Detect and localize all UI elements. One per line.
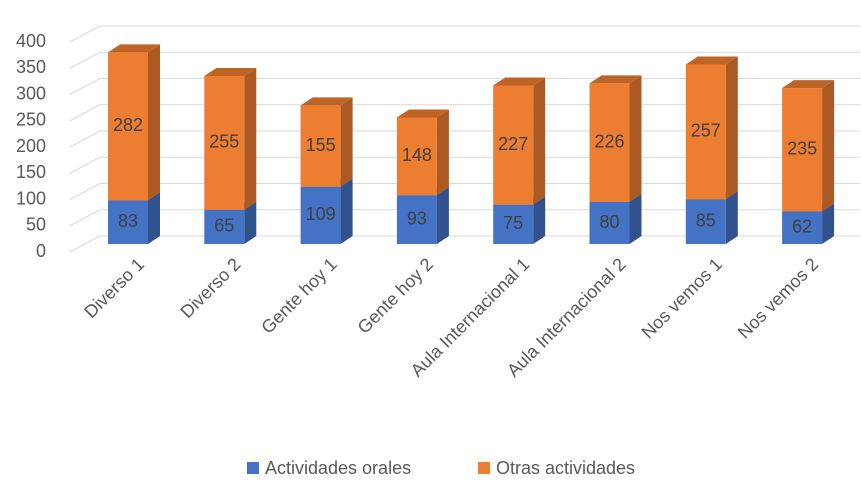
- bar-top: [782, 80, 835, 89]
- bar-segment: [589, 75, 642, 202]
- bar-front: [108, 52, 148, 201]
- bar-segment: [782, 80, 835, 212]
- y-tick-label: 400: [16, 31, 46, 51]
- bar-front: [685, 199, 726, 244]
- x-tick-label: Diverso 1: [80, 254, 148, 322]
- legend-label: Otras actividades: [496, 458, 635, 478]
- bar-front: [300, 105, 341, 187]
- bar-side: [629, 194, 642, 244]
- data-label: 148: [402, 145, 432, 165]
- data-label: 80: [599, 212, 619, 232]
- bar-front: [685, 64, 726, 200]
- bar-side: [725, 191, 738, 244]
- bar-top: [589, 75, 642, 84]
- data-label: 65: [214, 216, 234, 236]
- y-tick-label: 100: [16, 188, 46, 208]
- legend-swatch: [478, 462, 490, 474]
- x-tick-label: Diverso 2: [177, 254, 245, 322]
- x-tick-label: Gente hoy 1: [257, 254, 340, 337]
- bar-front: [589, 202, 630, 244]
- bar-segment: [204, 68, 257, 210]
- bar-front: [493, 85, 534, 205]
- bar-side: [725, 56, 738, 200]
- bar-front: [782, 88, 823, 212]
- x-tick-label: Nos vemos 1: [638, 254, 726, 342]
- x-tick-label: Nos vemos 2: [734, 254, 822, 342]
- bar-side: [244, 68, 257, 210]
- bar-segment: [493, 77, 546, 205]
- bar-front: [204, 76, 245, 210]
- bar-front: [204, 209, 245, 244]
- data-label: 85: [696, 210, 716, 230]
- data-label: 235: [787, 139, 817, 159]
- bar-top: [493, 77, 546, 86]
- legend-label: Actividades orales: [265, 458, 411, 478]
- grid-line: [69, 209, 860, 227]
- bar-top: [204, 68, 257, 76]
- y-tick-label: 200: [16, 136, 46, 156]
- y-tick-label: 250: [16, 110, 46, 130]
- bar-segment: [108, 44, 160, 201]
- bar-side: [340, 178, 353, 244]
- grid-line: [69, 183, 860, 200]
- data-label: 83: [118, 211, 138, 231]
- bar-segment: [396, 109, 449, 196]
- grid-line: [69, 104, 860, 122]
- bar-top: [396, 109, 449, 118]
- legend-swatch: [247, 462, 259, 474]
- bar-side: [533, 196, 546, 244]
- grid-line: [69, 51, 860, 69]
- data-label: 227: [498, 134, 528, 154]
- bar-side: [148, 192, 160, 244]
- data-label: 75: [503, 213, 523, 233]
- bar-front: [396, 195, 437, 244]
- bar-side: [436, 109, 449, 196]
- y-tick-label: 350: [16, 57, 46, 77]
- grid-line: [69, 156, 860, 174]
- bar-side: [822, 80, 835, 212]
- data-label: 93: [407, 208, 427, 228]
- y-tick-label: 0: [36, 241, 46, 261]
- bar-front: [589, 83, 630, 202]
- bar-front: [782, 211, 823, 244]
- grid-line: [69, 78, 860, 95]
- data-label: 155: [306, 135, 336, 155]
- bar-segment: [685, 56, 738, 200]
- data-label: 255: [209, 132, 239, 152]
- grid-line: [69, 235, 860, 253]
- bar-front: [396, 117, 437, 196]
- y-tick-label: 50: [26, 215, 46, 235]
- bar-side: [533, 77, 546, 205]
- bar-front: [300, 186, 341, 244]
- bar-side: [148, 44, 160, 201]
- grid-line: [69, 25, 860, 43]
- data-label: 62: [792, 216, 812, 236]
- bar-top: [108, 44, 160, 53]
- bar-side: [340, 97, 353, 187]
- bar-segment: [300, 178, 353, 244]
- bar-side: [436, 187, 449, 244]
- y-tick-label: 150: [16, 162, 46, 182]
- bar-side: [629, 75, 642, 202]
- data-label: 109: [306, 204, 336, 224]
- bar-side: [822, 203, 835, 244]
- bar-front: [108, 200, 148, 244]
- bar-side: [244, 201, 257, 244]
- data-label: 226: [594, 131, 624, 151]
- grid-line: [69, 130, 860, 148]
- bar-top: [685, 56, 738, 65]
- y-tick-label: 300: [16, 83, 46, 103]
- bar-front: [493, 204, 534, 244]
- data-label: 282: [113, 115, 143, 135]
- x-tick-label: Gente hoy 2: [354, 254, 437, 337]
- bar-top: [300, 97, 353, 106]
- bar-segment: [300, 97, 353, 187]
- data-label: 257: [691, 121, 721, 141]
